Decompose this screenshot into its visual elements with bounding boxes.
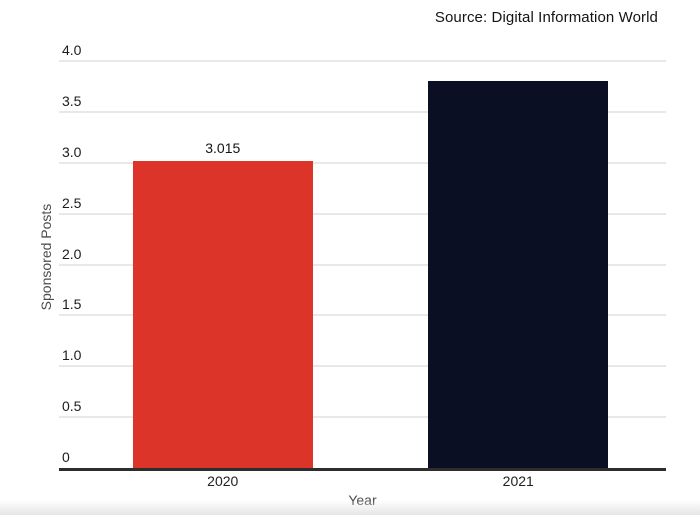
y-tick-label: 1.5 [62, 296, 82, 313]
plot-area: 0 0.5 1.0 1.5 2.0 2.5 3.0 3.5 4.0 3.015 [59, 43, 666, 471]
chart-source-label: Source: Digital Information World [434, 9, 658, 26]
gridline [59, 161, 666, 164]
y-tick-label: 3.5 [62, 92, 82, 109]
gridline [59, 60, 666, 62]
y-tick-label: 1.0 [62, 347, 82, 364]
y-tick-label: 0.5 [62, 398, 82, 415]
x-tick-label-2020: 2020 [207, 473, 239, 489]
bar-2020[interactable] [132, 161, 313, 468]
y-tick-label: 0 [62, 449, 70, 465]
x-tick-label-2021: 2021 [502, 473, 534, 489]
x-tick-labels: 2020 2021 [59, 474, 666, 490]
y-tick-label: 3.0 [62, 143, 82, 160]
gridline [59, 365, 666, 368]
y-tick-label: 4.0 [62, 42, 82, 58]
gridline [59, 263, 666, 266]
gridline [59, 212, 666, 215]
y-tick-label: 2.5 [62, 194, 82, 211]
gridline [59, 110, 666, 113]
gridline [59, 416, 666, 419]
bar-2021[interactable] [428, 81, 609, 468]
gridline [59, 314, 666, 317]
y-axis-title: Sponsored Posts [38, 203, 54, 311]
bar-value-label: 3.015 [205, 140, 241, 157]
y-tick-label: 2.0 [62, 245, 82, 262]
x-axis-title: Year [348, 492, 377, 508]
x-axis-line [59, 468, 666, 471]
